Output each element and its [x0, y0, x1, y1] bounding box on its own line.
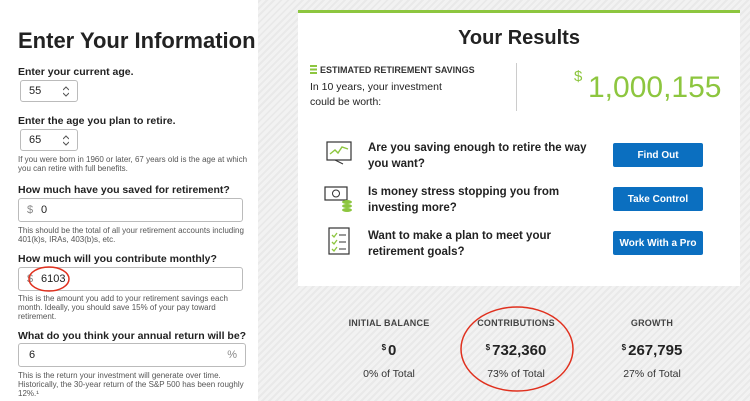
results-card: Your Results ESTIMATED RETIREMENT SAVING… [298, 10, 740, 286]
estimate-label: ESTIMATED RETIREMENT SAVINGS [320, 65, 475, 75]
field-label: How much will you contribute monthly? [18, 253, 217, 265]
currency: $ [485, 343, 491, 352]
input-suffix: % [227, 349, 237, 361]
spinner [63, 86, 69, 97]
stack-icon [310, 65, 317, 74]
input-value: 55 [29, 85, 42, 97]
summary-amount: $732,360 [451, 342, 581, 359]
spinner [63, 135, 69, 146]
summary-column: GROWTH $267,795 27% of Total [587, 318, 717, 380]
summary-amount: $267,795 [587, 342, 717, 359]
prompt-question: Are you saving enough to retire the way … [368, 142, 587, 170]
summary-share: 27% of Total [623, 368, 681, 380]
results-title: Your Results [458, 27, 580, 49]
estimate-currency: $ [574, 68, 583, 85]
summary-share: 73% of Total [487, 368, 545, 380]
input-value: 0 [41, 204, 48, 216]
return-input[interactable]: 6 % [18, 343, 246, 367]
help-text: This is the return your investment will … [18, 371, 244, 398]
form-panel: Enter Your Information Enter your curren… [0, 0, 258, 401]
savings-input[interactable]: $ 0 [18, 198, 243, 222]
form-title: Enter Your Information [18, 28, 256, 53]
input-prefix: $ [27, 273, 34, 285]
prompt-question: Want to make a plan to meet your retirem… [368, 230, 551, 258]
input-value: 6103 [41, 273, 66, 285]
input-value: 65 [29, 134, 42, 146]
age-input[interactable]: 55 [20, 80, 78, 102]
amount: 267,795 [628, 342, 683, 359]
annotation-circle [460, 306, 574, 392]
chart-icon [326, 141, 352, 165]
summary-label: CONTRIBUTIONS [477, 318, 555, 328]
prompt-button[interactable]: Work With a Pro [613, 231, 703, 255]
summary-column: CONTRIBUTIONS $732,360 73% of Total [451, 318, 581, 380]
summary-label: GROWTH [630, 318, 674, 328]
prompt-button[interactable]: Take Control [613, 187, 703, 211]
currency: $ [381, 343, 387, 352]
help-text: If you were born in 1960 or later, 67 ye… [18, 155, 248, 173]
estimate-text: In 10 years, your investment could be wo… [310, 81, 442, 108]
summary-share: 0% of Total [363, 368, 415, 380]
money-icon [324, 186, 352, 212]
field-label: Enter your current age. [18, 66, 134, 78]
estimate-amount: 1,000,155 [588, 71, 722, 104]
help-text: This is the amount you add to your retir… [18, 294, 228, 321]
input-value: 6 [29, 349, 36, 361]
checklist-icon [328, 227, 350, 255]
amount: 732,360 [492, 342, 547, 359]
field-label: What do you think your annual return wil… [18, 330, 247, 342]
field-label: How much have you saved for retirement? [18, 184, 230, 196]
prompt-button[interactable]: Find Out [613, 143, 703, 167]
contribution-input[interactable]: $ 6103 [18, 267, 243, 291]
help-text: This should be the total of all your ret… [18, 226, 244, 244]
field-label: Enter the age you plan to retire. [18, 115, 176, 127]
retire-age-input[interactable]: 65 [20, 129, 78, 151]
amount: 0 [388, 342, 397, 359]
annotation-circle [28, 266, 70, 292]
currency: $ [621, 343, 627, 352]
divider [516, 63, 517, 111]
summary-amount: $0 [324, 342, 454, 359]
summary-label: INITIAL BALANCE [348, 318, 430, 328]
input-prefix: $ [27, 204, 34, 216]
summary-column: INITIAL BALANCE $0 0% of Total [324, 318, 454, 380]
prompt-question: Is money stress stopping you from invest… [368, 186, 560, 214]
